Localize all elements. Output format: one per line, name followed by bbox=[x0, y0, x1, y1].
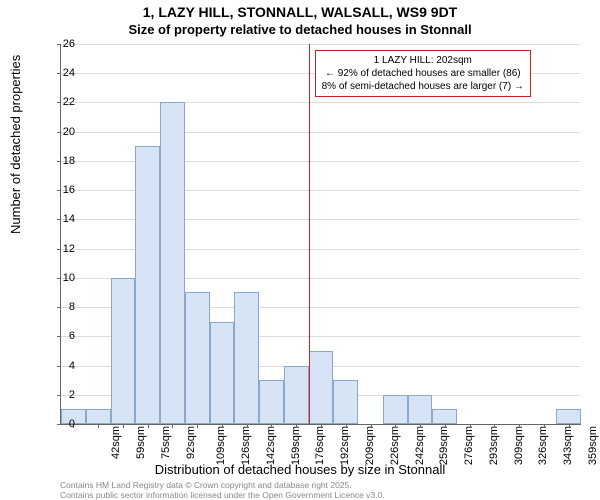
xtick-mark bbox=[321, 424, 322, 428]
gridline bbox=[61, 132, 581, 133]
ytick-label: 14 bbox=[45, 213, 75, 225]
xtick-mark bbox=[470, 424, 471, 428]
xtick-label: 176sqm bbox=[315, 426, 327, 465]
xtick-mark bbox=[98, 424, 99, 428]
xtick-label: 309sqm bbox=[513, 426, 525, 465]
xtick-label: 276sqm bbox=[463, 426, 475, 465]
ytick-label: 26 bbox=[45, 38, 75, 50]
histogram-bar bbox=[111, 278, 136, 424]
xtick-mark bbox=[123, 424, 124, 428]
xtick-mark bbox=[197, 424, 198, 428]
ytick-label: 24 bbox=[45, 67, 75, 79]
xtick-label: 142sqm bbox=[265, 426, 277, 465]
footer-line1: Contains HM Land Registry data © Crown c… bbox=[60, 480, 385, 490]
histogram-bar bbox=[259, 380, 284, 424]
xtick-mark bbox=[222, 424, 223, 428]
annotation-box: 1 LAZY HILL: 202sqm ← 92% of detached ho… bbox=[315, 50, 531, 97]
histogram-bar bbox=[383, 395, 408, 424]
xtick-mark bbox=[296, 424, 297, 428]
xtick-label: 209sqm bbox=[364, 426, 376, 465]
xtick-label: 192sqm bbox=[339, 426, 351, 465]
xtick-label: 42sqm bbox=[110, 426, 122, 459]
ytick-label: 10 bbox=[45, 272, 75, 284]
ytick-label: 22 bbox=[45, 96, 75, 108]
xtick-mark bbox=[271, 424, 272, 428]
reference-line bbox=[309, 44, 310, 424]
plot-area: 42sqm59sqm75sqm92sqm109sqm126sqm142sqm15… bbox=[60, 44, 581, 425]
histogram-bar bbox=[284, 366, 309, 424]
xtick-label: 92sqm bbox=[185, 426, 197, 459]
xtick-label: 343sqm bbox=[562, 426, 574, 465]
ytick-label: 6 bbox=[45, 330, 75, 342]
histogram-bar bbox=[432, 409, 457, 424]
x-axis-label: Distribution of detached houses by size … bbox=[0, 462, 600, 477]
xtick-label: 159sqm bbox=[290, 426, 302, 465]
annotation-line3: 8% of semi-detached houses are larger (7… bbox=[322, 80, 524, 93]
histogram-bar bbox=[210, 322, 235, 424]
xtick-label: 109sqm bbox=[216, 426, 228, 465]
xtick-label: 59sqm bbox=[135, 426, 147, 459]
ytick-label: 2 bbox=[45, 389, 75, 401]
xtick-label: 259sqm bbox=[438, 426, 450, 465]
xtick-label: 293sqm bbox=[488, 426, 500, 465]
histogram-bar bbox=[408, 395, 433, 424]
xtick-mark bbox=[371, 424, 372, 428]
xtick-label: 359sqm bbox=[587, 426, 599, 465]
footer-line2: Contains public sector information licen… bbox=[60, 490, 385, 500]
title-sub: Size of property relative to detached ho… bbox=[0, 22, 600, 37]
xtick-mark bbox=[247, 424, 248, 428]
chart-container: 1, LAZY HILL, STONNALL, WALSALL, WS9 9DT… bbox=[0, 0, 600, 500]
histogram-bar bbox=[185, 292, 210, 424]
ytick-label: 8 bbox=[45, 301, 75, 313]
y-axis-label: Number of detached properties bbox=[8, 55, 23, 234]
ytick-label: 12 bbox=[45, 243, 75, 255]
histogram-bar bbox=[135, 146, 160, 424]
histogram-bar bbox=[160, 102, 185, 424]
xtick-label: 242sqm bbox=[414, 426, 426, 465]
xtick-mark bbox=[494, 424, 495, 428]
footer-attribution: Contains HM Land Registry data © Crown c… bbox=[60, 480, 385, 500]
histogram-bar bbox=[333, 380, 358, 424]
xtick-mark bbox=[519, 424, 520, 428]
xtick-mark bbox=[569, 424, 570, 428]
xtick-mark bbox=[445, 424, 446, 428]
gridline bbox=[61, 44, 581, 45]
xtick-label: 326sqm bbox=[537, 426, 549, 465]
xtick-label: 75sqm bbox=[160, 426, 172, 459]
gridline bbox=[61, 102, 581, 103]
ytick-label: 20 bbox=[45, 126, 75, 138]
ytick-label: 18 bbox=[45, 155, 75, 167]
title-main: 1, LAZY HILL, STONNALL, WALSALL, WS9 9DT bbox=[0, 4, 600, 20]
xtick-mark bbox=[148, 424, 149, 428]
xtick-label: 126sqm bbox=[240, 426, 252, 465]
histogram-bar bbox=[556, 409, 581, 424]
xtick-mark bbox=[172, 424, 173, 428]
annotation-line1: 1 LAZY HILL: 202sqm bbox=[322, 54, 524, 67]
annotation-line2: ← 92% of detached houses are smaller (86… bbox=[322, 67, 524, 80]
xtick-label: 226sqm bbox=[389, 426, 401, 465]
histogram-bar bbox=[86, 409, 111, 424]
ytick-label: 4 bbox=[45, 360, 75, 372]
xtick-mark bbox=[420, 424, 421, 428]
xtick-mark bbox=[346, 424, 347, 428]
xtick-mark bbox=[395, 424, 396, 428]
histogram-bar bbox=[309, 351, 334, 424]
ytick-label: 0 bbox=[45, 418, 75, 430]
xtick-mark bbox=[544, 424, 545, 428]
histogram-bar bbox=[234, 292, 259, 424]
ytick-label: 16 bbox=[45, 184, 75, 196]
